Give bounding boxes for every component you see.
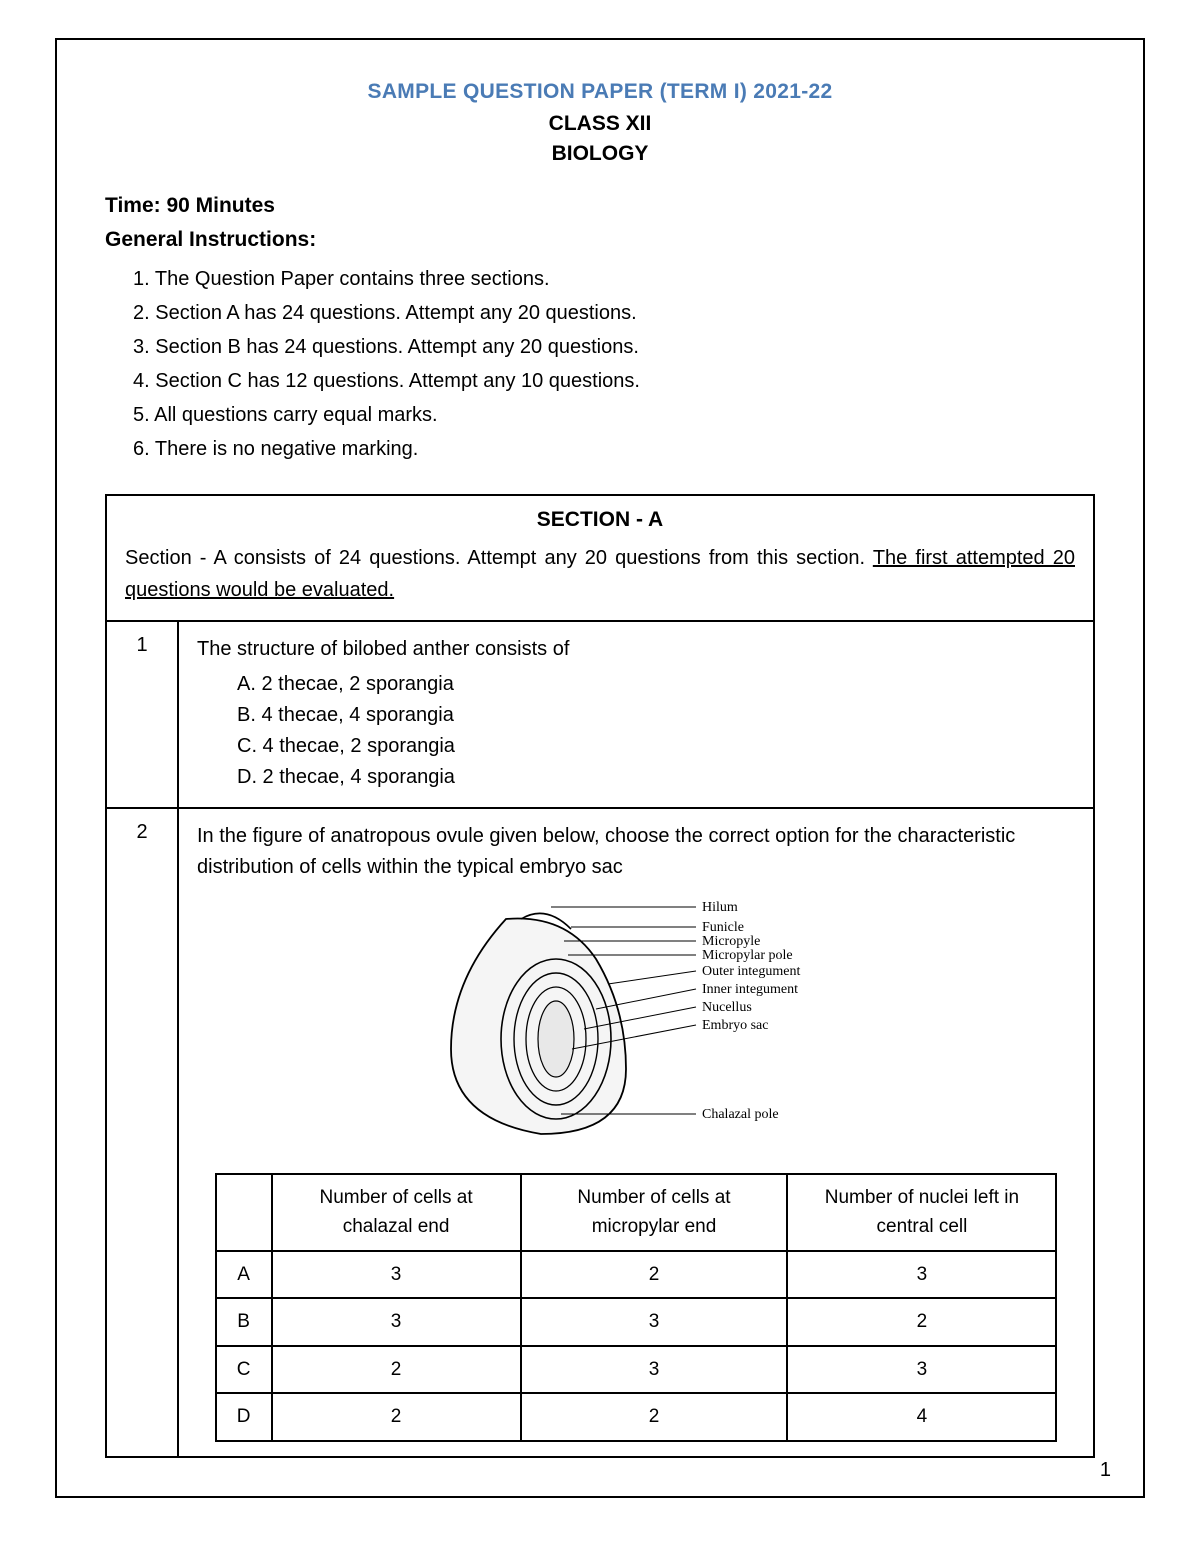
diagram-label: Outer integument xyxy=(702,964,800,979)
option: B. 4 thecae, 4 sporangia xyxy=(237,700,1075,731)
time-label: Time: 90 Minutes xyxy=(105,194,1095,218)
section-table: SECTION - A Section - A consists of 24 q… xyxy=(105,494,1095,1458)
table-row: C 2 3 3 xyxy=(216,1346,1057,1393)
section-desc-prefix: Section - A consists of 24 questions. At… xyxy=(125,547,873,569)
diagram-label: Inner integument xyxy=(702,982,798,997)
table-header: Number of cells at chalazal end xyxy=(272,1174,521,1251)
document-header: SAMPLE QUESTION PAPER (TERM I) 2021-22 C… xyxy=(105,80,1095,166)
section-title: SECTION - A xyxy=(125,508,1075,532)
embryo-sac-shape xyxy=(538,1001,574,1077)
table-row: D 2 2 4 xyxy=(216,1393,1057,1440)
question-options: A. 2 thecae, 2 sporangia B. 4 thecae, 4 … xyxy=(197,669,1075,793)
diagram-label: Micropylar pole xyxy=(702,948,793,963)
diagram-label: Embryo sac xyxy=(702,1018,768,1033)
table-cell: 3 xyxy=(521,1346,788,1393)
question-row: 2 In the figure of anatropous ovule give… xyxy=(106,808,1094,1457)
table-header: Number of cells at micropylar end xyxy=(521,1174,788,1251)
page-number: 1 xyxy=(1100,1459,1111,1482)
question-body: The structure of bilobed anther consists… xyxy=(178,621,1094,808)
option-letter: C xyxy=(216,1346,272,1393)
instruction-item: 5. All questions carry equal marks. xyxy=(133,398,1095,432)
table-cell: 3 xyxy=(787,1346,1056,1393)
table-cell: 2 xyxy=(272,1393,521,1440)
instruction-item: 1. The Question Paper contains three sec… xyxy=(133,262,1095,296)
table-cell: 3 xyxy=(272,1251,521,1298)
option: C. 4 thecae, 2 sporangia xyxy=(237,731,1075,762)
table-header-row: Number of cells at chalazal end Number o… xyxy=(216,1174,1057,1251)
page-frame: SAMPLE QUESTION PAPER (TERM I) 2021-22 C… xyxy=(55,38,1145,1498)
answer-options-table: Number of cells at chalazal end Number o… xyxy=(215,1173,1058,1442)
section-description: Section - A consists of 24 questions. At… xyxy=(125,542,1075,606)
option-letter: D xyxy=(216,1393,272,1440)
diagram-label: Nucellus xyxy=(702,1000,752,1015)
question-body: In the figure of anatropous ovule given … xyxy=(178,808,1094,1457)
subject-line: BIOLOGY xyxy=(105,142,1095,166)
table-cell: 2 xyxy=(787,1298,1056,1345)
table-cell: 2 xyxy=(521,1251,788,1298)
option-letter: B xyxy=(216,1298,272,1345)
main-title: SAMPLE QUESTION PAPER (TERM I) 2021-22 xyxy=(105,80,1095,104)
option: D. 2 thecae, 4 sporangia xyxy=(237,762,1075,793)
option-letter: A xyxy=(216,1251,272,1298)
table-header xyxy=(216,1174,272,1251)
diagram-label: Micropyle xyxy=(702,934,760,949)
class-line: CLASS XII xyxy=(105,112,1095,136)
table-cell: 4 xyxy=(787,1393,1056,1440)
table-cell: 3 xyxy=(521,1298,788,1345)
question-row: 1 The structure of bilobed anther consis… xyxy=(106,621,1094,808)
table-header: Number of nuclei left in central cell xyxy=(787,1174,1056,1251)
instructions-list: 1. The Question Paper contains three sec… xyxy=(105,262,1095,466)
instruction-item: 4. Section C has 12 questions. Attempt a… xyxy=(133,364,1095,398)
instruction-item: 2. Section A has 24 questions. Attempt a… xyxy=(133,296,1095,330)
table-cell: 3 xyxy=(272,1298,521,1345)
table-cell: 2 xyxy=(272,1346,521,1393)
section-header: SECTION - A Section - A consists of 24 q… xyxy=(106,495,1094,621)
option: A. 2 thecae, 2 sporangia xyxy=(237,669,1075,700)
table-cell: 2 xyxy=(521,1393,788,1440)
instruction-item: 3. Section B has 24 questions. Attempt a… xyxy=(133,330,1095,364)
question-number: 2 xyxy=(106,808,178,1457)
table-row: B 3 3 2 xyxy=(216,1298,1057,1345)
question-stem: The structure of bilobed anther consists… xyxy=(197,634,1075,665)
ovule-diagram: Hilum Funicle Micropyle Micropylar pole … xyxy=(197,889,1075,1159)
instruction-item: 6. There is no negative marking. xyxy=(133,432,1095,466)
table-row: A 3 2 3 xyxy=(216,1251,1057,1298)
diagram-label: Chalazal pole xyxy=(702,1107,779,1122)
diagram-label: Hilum xyxy=(702,900,738,915)
diagram-label: Funicle xyxy=(702,920,744,935)
question-number: 1 xyxy=(106,621,178,808)
instructions-label: General Instructions: xyxy=(105,228,1095,252)
ovule-svg: Hilum Funicle Micropyle Micropylar pole … xyxy=(396,889,876,1149)
table-cell: 3 xyxy=(787,1251,1056,1298)
question-stem: In the figure of anatropous ovule given … xyxy=(197,821,1075,883)
